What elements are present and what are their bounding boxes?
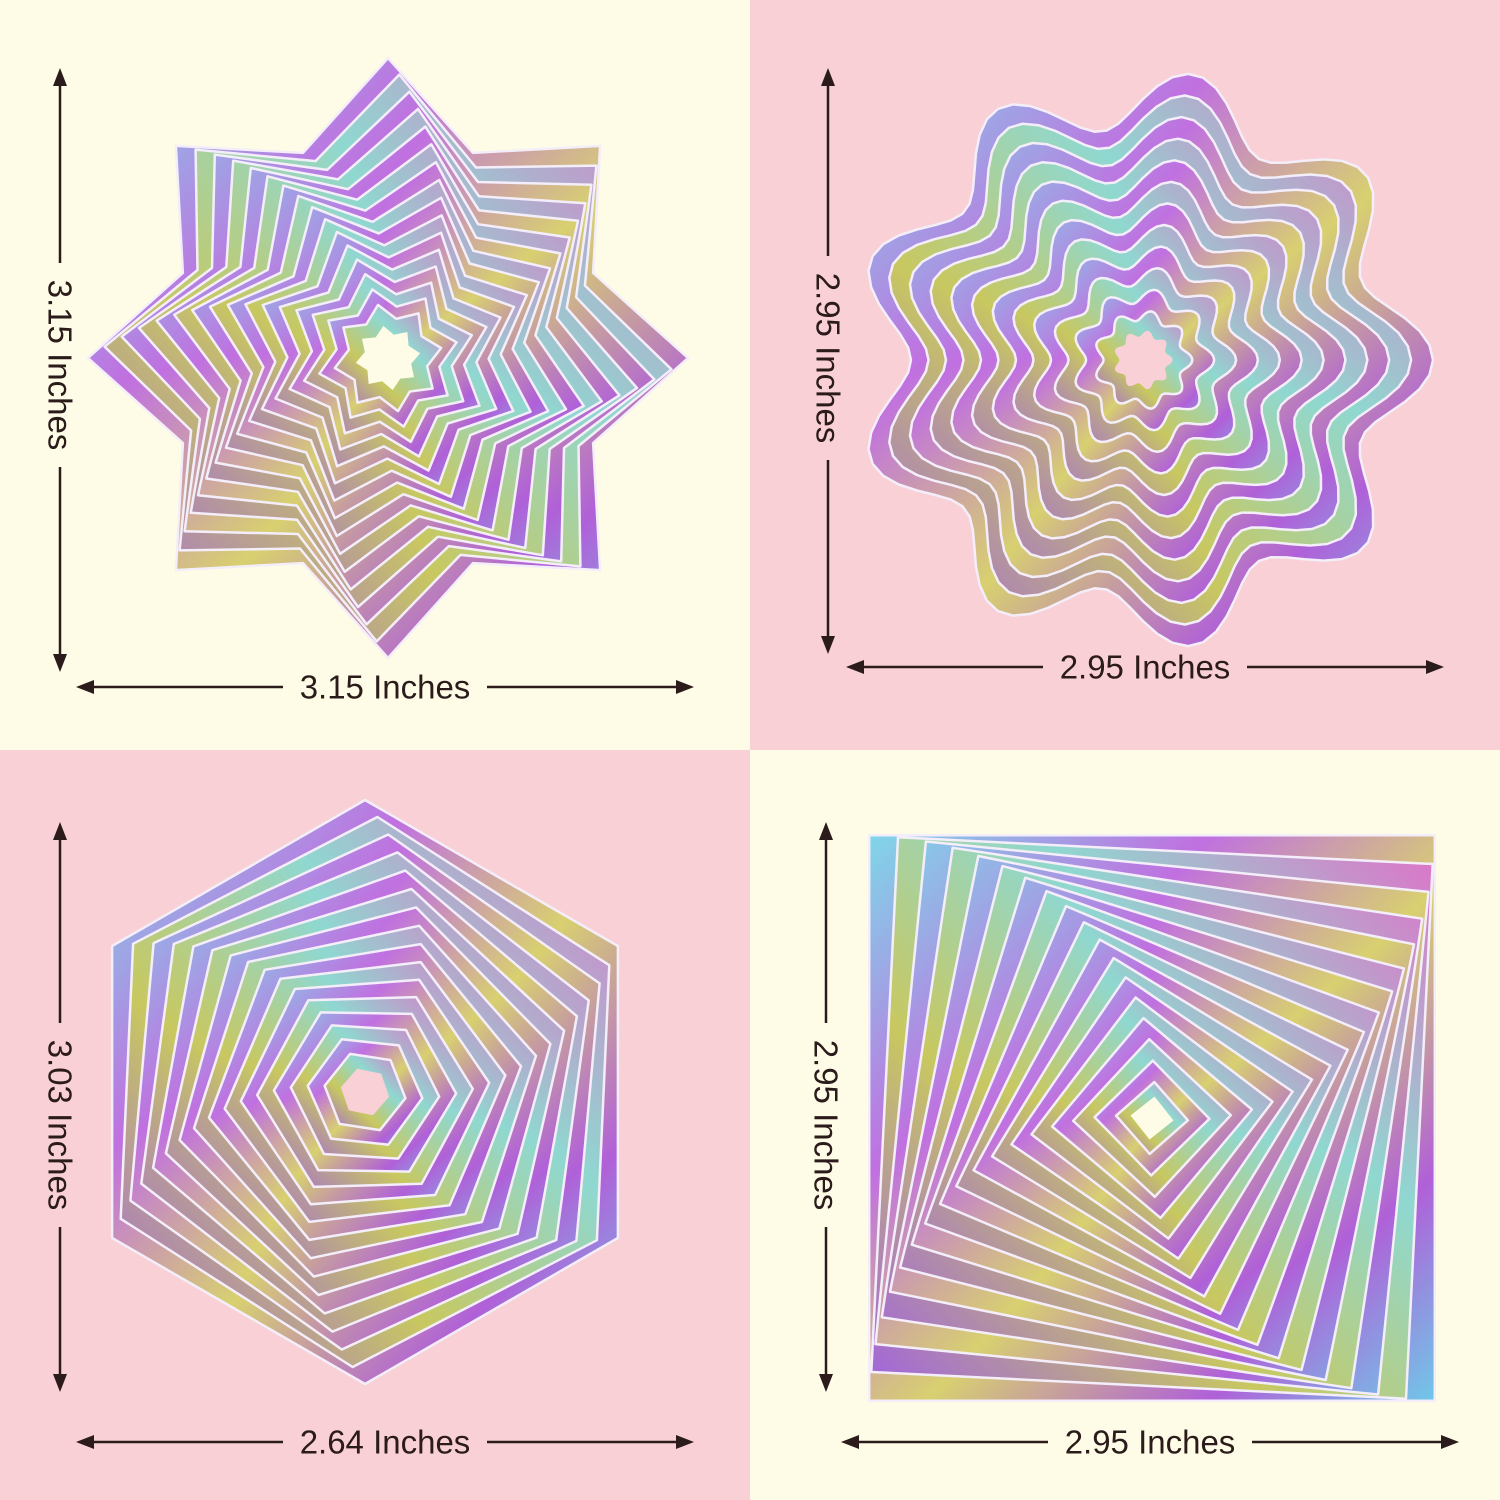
arrowhead-left-icon xyxy=(846,660,864,674)
width-dimension-arrow xyxy=(76,1435,694,1449)
width-label: 2.95 Inches xyxy=(1065,1424,1236,1461)
arrowhead-left-icon xyxy=(76,1435,94,1449)
height-dimension-arrow xyxy=(53,68,67,672)
arrowhead-left-icon xyxy=(76,680,94,694)
arrowhead-left-icon xyxy=(841,1435,859,1449)
arrowhead-right-icon xyxy=(676,1435,694,1449)
width-label: 2.95 Inches xyxy=(1060,649,1231,686)
center-hole xyxy=(1130,1096,1174,1140)
arrowhead-up-icon xyxy=(53,68,67,86)
square-spinner xyxy=(867,833,1437,1403)
height-label: 2.95 Inches xyxy=(808,1040,845,1211)
height-label: 3.03 Inches xyxy=(42,1040,79,1211)
center-hole xyxy=(340,1068,390,1116)
center-hole xyxy=(1115,330,1173,390)
arrowhead-up-icon xyxy=(819,822,833,840)
arrowhead-right-icon xyxy=(676,680,694,694)
width-label: 3.15 Inches xyxy=(300,669,471,706)
width-dimension-arrow xyxy=(846,660,1444,674)
width-label: 2.64 Inches xyxy=(300,1424,471,1461)
width-dimension-arrow xyxy=(841,1435,1459,1449)
hexagon-spinner xyxy=(110,798,620,1386)
height-label: 2.95 Inches xyxy=(810,273,847,444)
height-dimension-arrow xyxy=(53,822,67,1392)
height-dimension-arrow xyxy=(819,822,833,1392)
arrowhead-up-icon xyxy=(821,68,835,86)
arrowhead-down-icon xyxy=(53,1374,67,1392)
arrowhead-right-icon xyxy=(1426,660,1444,674)
center-hole xyxy=(355,325,421,391)
arrowhead-down-icon xyxy=(53,654,67,672)
width-dimension-arrow xyxy=(76,680,694,694)
arrowhead-down-icon xyxy=(819,1374,833,1392)
arrowhead-down-icon xyxy=(821,636,835,654)
scalloped-flower-spinner xyxy=(867,72,1435,648)
height-label: 3.15 Inches xyxy=(42,280,79,451)
arrowhead-right-icon xyxy=(1441,1435,1459,1449)
eight-point-star-spinner xyxy=(86,56,690,660)
height-dimension-arrow xyxy=(821,68,835,654)
arrowhead-up-icon xyxy=(53,822,67,840)
